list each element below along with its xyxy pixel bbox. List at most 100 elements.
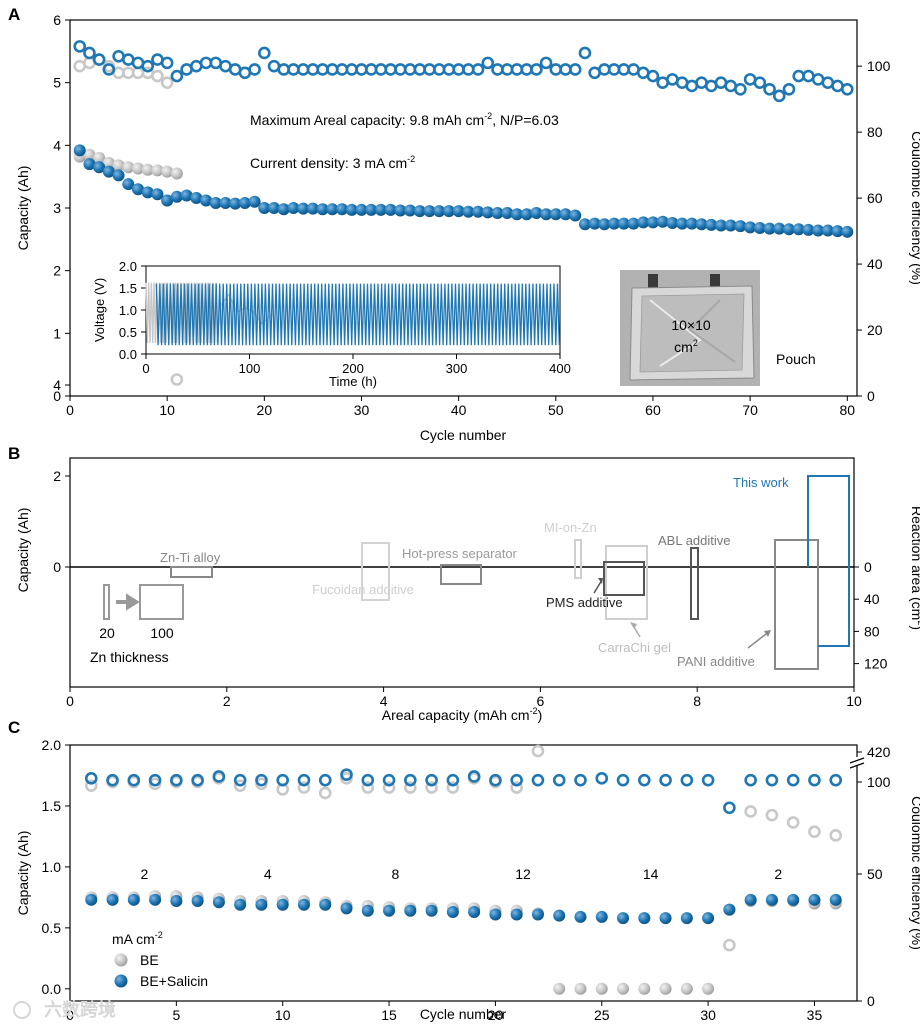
panel-a-point <box>287 202 300 214</box>
panel-c-x-tick-label: 0 <box>66 1007 74 1023</box>
panel-c-y-tick-label: 0.0 <box>42 981 62 997</box>
panel-a-point <box>763 222 776 235</box>
panel-a-x-tick-label: 40 <box>451 402 467 418</box>
panel-a-point <box>326 203 339 216</box>
panel-b-y2-tick-label: 0 <box>864 559 872 575</box>
panel-a-point <box>112 159 125 172</box>
panel-c-point <box>702 982 715 995</box>
panel-b-frame <box>69 457 855 688</box>
panel-c-point <box>297 781 311 794</box>
panel-a-point <box>734 220 747 233</box>
panel-c-point <box>638 982 651 995</box>
panel-a-point <box>102 156 115 169</box>
panel-a-y2-tick-label: 0 <box>867 388 875 404</box>
panel-c-point <box>127 893 140 906</box>
panel-c-point <box>106 773 119 787</box>
panel-a-point <box>549 208 562 221</box>
abl-box <box>690 547 699 620</box>
panel-a-point <box>413 205 426 218</box>
panel-b-x-tick-label: 4 <box>380 693 388 709</box>
panel-c-point <box>659 773 672 787</box>
zn-100-box <box>139 584 184 620</box>
panel-c-point <box>659 912 672 925</box>
panel-b-y-tick-label: 4 <box>53 377 61 393</box>
panel-a-point <box>714 219 727 232</box>
panel-c-point <box>808 893 821 906</box>
carrachi-arrow <box>633 626 641 638</box>
panel-c-point <box>276 898 289 911</box>
axis-break-mark <box>849 757 865 769</box>
panel-c-x-tick-label: 30 <box>700 1007 716 1023</box>
rate-label: 4 <box>264 866 272 882</box>
panel-b-y2-tick-label: 80 <box>864 623 880 639</box>
panel-a-point <box>753 76 767 89</box>
panel-c-point <box>680 773 694 787</box>
panel-a-x-tick-label: 50 <box>548 402 564 418</box>
pani-label: PANI additive <box>677 654 755 669</box>
hot-press-label: Hot-press separator <box>402 546 518 561</box>
panel-c-point <box>574 982 587 995</box>
panel-c-chart: 0 5 10 15 20 25 30 35 0.0 0.5 1.0 1.5 2.0 0 50 100 420… <box>15 737 920 1023</box>
legend-salicin-label: BE+Salicin <box>140 973 208 989</box>
panel-a-point <box>365 203 378 216</box>
panel-c-point <box>829 829 843 842</box>
panel-a-point <box>170 69 184 83</box>
panel-c-point <box>148 773 162 787</box>
inset-x-tick-label: 300 <box>446 361 468 376</box>
panel-a-point <box>782 82 796 96</box>
panel-a-point <box>141 59 155 73</box>
panel-a-point <box>773 222 786 235</box>
panel-c-point <box>765 893 778 906</box>
panel-a-point <box>782 223 795 236</box>
hot-press-box <box>440 564 482 585</box>
inset-x-tick-label: 200 <box>342 361 364 376</box>
panel-a-letter: A <box>8 5 20 24</box>
inset-ylabel: Voltage (V) <box>92 278 107 342</box>
panel-a-x-tick-label: 60 <box>645 402 661 418</box>
panel-a-xlabel: Cycle number <box>420 427 507 443</box>
panel-c-point <box>702 912 715 925</box>
panel-a-point <box>423 205 436 218</box>
panel-a-point <box>170 190 183 203</box>
panel-c-point <box>680 982 693 995</box>
panel-a-point <box>588 217 601 230</box>
panel-a-ylabel: Capacity (Ah) <box>15 166 31 251</box>
areal-capacity-annotation: Maximum Areal capacity: 9.8 mAh cm-2, N/… <box>250 111 559 128</box>
panel-c-point <box>595 910 608 923</box>
panel-c-point <box>574 910 587 923</box>
panel-c-point <box>574 773 587 787</box>
panel-a-point <box>540 208 553 221</box>
panel-b-ylabel: Capacity (Ah) <box>15 508 31 593</box>
panel-a-point <box>481 206 494 219</box>
panel-c-point <box>276 773 290 787</box>
panel-a-point <box>151 164 164 177</box>
panel-c-point <box>552 773 566 787</box>
inset-y-tick-label: 1.5 <box>119 281 137 296</box>
panel-c-point <box>617 982 630 995</box>
panel-a-point <box>277 203 290 216</box>
carrachi-label: CarraChi gel <box>598 640 671 655</box>
panel-a-point <box>306 202 319 215</box>
panel-a-y2-tick-label: 100 <box>867 58 891 74</box>
panel-c-point <box>701 773 715 787</box>
panel-a-point <box>501 207 514 220</box>
panel-a-point <box>598 218 611 231</box>
panel-c-point <box>425 904 438 917</box>
panel-c-point <box>510 781 523 794</box>
pms-box <box>603 561 645 596</box>
panel-c-point <box>489 773 502 787</box>
panel-c-point <box>829 773 843 787</box>
panel-c-y-tick-label: 1.5 <box>42 798 62 814</box>
panel-a-x-tick-label: 0 <box>66 402 74 418</box>
panel-c-point <box>531 744 545 758</box>
panel-a-point <box>355 203 368 216</box>
pani-arrow <box>747 633 767 649</box>
panel-a-point <box>404 204 417 217</box>
panel-c-point <box>297 898 310 911</box>
panel-a-point <box>112 169 125 182</box>
rate-label: 2 <box>774 866 782 882</box>
inset-y-tick-label: 2.0 <box>119 259 137 274</box>
panel-a-point <box>578 218 591 231</box>
rate-label: 2 <box>141 866 149 882</box>
panel-c-point <box>106 893 119 906</box>
